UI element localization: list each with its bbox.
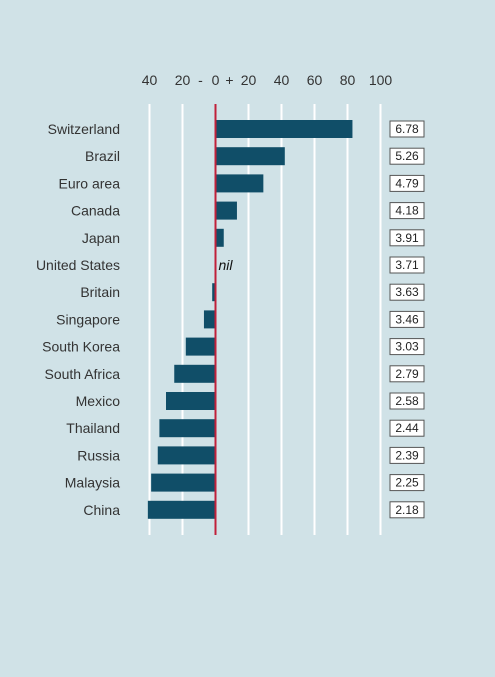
category-label: Mexico [76, 393, 121, 409]
bar [159, 419, 216, 438]
value-label: 2.79 [395, 367, 419, 381]
value-label: 3.63 [395, 285, 419, 299]
category-label: Malaysia [65, 475, 120, 491]
bar [185, 337, 216, 356]
bar [215, 174, 264, 193]
x-tick-label: 100 [369, 72, 393, 88]
value-label: 4.18 [395, 204, 419, 218]
value-label: 3.91 [395, 231, 419, 245]
bar [215, 201, 237, 220]
value-label: 5.26 [395, 149, 419, 163]
x-tick-label: 40 [142, 72, 158, 88]
category-label: Canada [71, 203, 120, 219]
nil-label: nil [219, 257, 234, 273]
value-box [389, 501, 425, 519]
category-label: Euro area [59, 175, 121, 191]
bar [174, 364, 216, 383]
value-label: 6.78 [395, 122, 419, 136]
value-label: 2.25 [395, 476, 419, 490]
category-label: United States [36, 257, 120, 273]
bar [147, 500, 216, 519]
value-box [389, 147, 425, 165]
value-label: 2.39 [395, 448, 419, 462]
value-box [389, 338, 425, 356]
bar [166, 392, 216, 410]
value-label: 3.03 [395, 340, 419, 354]
category-label: Russia [77, 447, 120, 463]
value-box [389, 202, 425, 220]
value-label: 2.58 [395, 394, 419, 408]
category-label: South Africa [45, 366, 121, 382]
category-label: China [83, 502, 120, 518]
bar [215, 147, 285, 166]
x-tick-label: 40 [274, 72, 290, 88]
value-label: 2.18 [395, 503, 419, 517]
value-label: 4.79 [395, 176, 419, 190]
x-tick-label: 60 [307, 72, 323, 88]
value-label: 3.71 [395, 258, 419, 272]
category-label: South Korea [42, 339, 120, 355]
category-label: Switzerland [48, 121, 120, 137]
bar [215, 228, 224, 247]
value-box [389, 174, 425, 192]
value-box [389, 474, 425, 492]
x-tick-label: 20 [175, 72, 191, 88]
value-box [389, 310, 425, 328]
bar [157, 446, 216, 465]
category-label: Britain [80, 284, 120, 300]
bar [212, 283, 216, 302]
category-label: Brazil [85, 148, 120, 164]
category-label: Thailand [66, 420, 120, 436]
value-box [389, 256, 425, 274]
plus-sign: + [225, 72, 233, 88]
value-box [389, 365, 425, 383]
value-box [389, 392, 425, 410]
minus-sign: - [198, 72, 203, 88]
value-box [389, 446, 425, 464]
value-box [389, 229, 425, 247]
x-tick-label: 80 [340, 72, 356, 88]
value-label: 2.44 [395, 421, 419, 435]
value-box [389, 120, 425, 138]
x-tick-label: 0 [212, 72, 220, 88]
value-box [389, 419, 425, 437]
bar [215, 120, 353, 138]
category-label: Japan [82, 230, 120, 246]
category-label: Singapore [56, 311, 120, 327]
bar [151, 473, 216, 492]
value-box [389, 283, 425, 301]
value-label: 3.46 [395, 312, 419, 326]
x-tick-label: 20 [241, 72, 257, 88]
bar [203, 310, 216, 329]
